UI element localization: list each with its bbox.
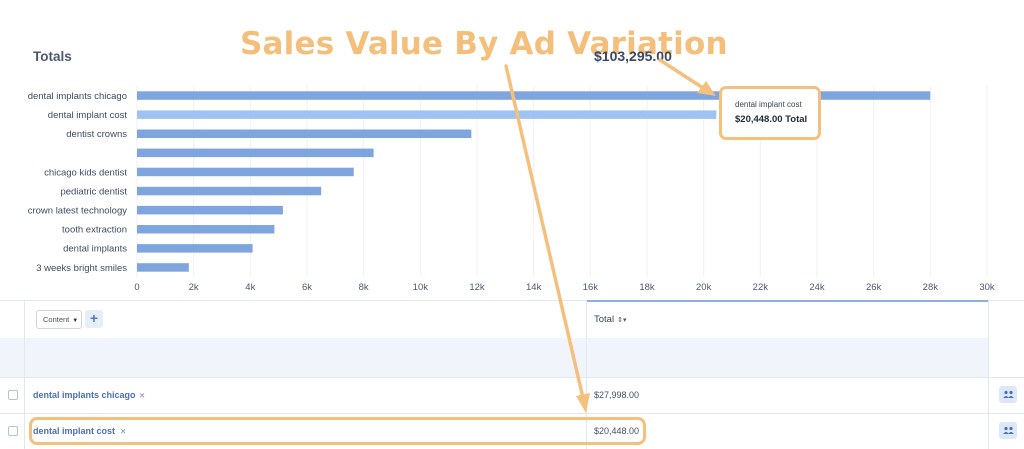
bar[interactable] xyxy=(137,167,354,177)
bar[interactable] xyxy=(137,263,189,272)
category-label: dental implant cost xyxy=(48,110,128,121)
users-icon xyxy=(1002,390,1014,398)
total-header-label: Total xyxy=(594,314,615,325)
total-column-accent xyxy=(586,300,988,302)
x-tick-label: 28k xyxy=(923,282,939,293)
bar[interactable] xyxy=(137,148,374,158)
x-tick-label: 20k xyxy=(696,282,712,293)
bar[interactable] xyxy=(137,110,717,119)
users-icon xyxy=(1002,426,1014,434)
bar[interactable] xyxy=(137,244,253,253)
x-tick-label: 18k xyxy=(639,282,655,293)
tooltip-value: $20,448.00 Total xyxy=(735,114,808,125)
category-label: pediatric dentist xyxy=(60,186,127,197)
x-tick-label: 24k xyxy=(809,282,825,293)
x-tick-label: 22k xyxy=(753,282,769,293)
category-label: tooth extraction xyxy=(62,225,127,236)
tooltip-label: dental implant cost xyxy=(735,100,802,109)
category-label: dental implants xyxy=(63,244,127,255)
totals-label: Totals xyxy=(33,49,72,64)
sort-icon[interactable]: ⇕▾ xyxy=(617,317,627,324)
dimension-select[interactable]: Content ▼ xyxy=(36,310,82,329)
x-tick-label: 26k xyxy=(866,282,882,293)
totals-value: $103,295.00 xyxy=(594,48,672,64)
bar[interactable] xyxy=(137,205,283,215)
bar[interactable] xyxy=(137,129,472,139)
caret-down-icon: ▼ xyxy=(72,318,79,324)
category-label: dental implants chicago xyxy=(28,91,127,102)
totals-row xyxy=(0,338,988,378)
x-tick-label: 10k xyxy=(413,282,429,293)
dimension-select-value: Content xyxy=(43,315,70,324)
row-label-dental-implant-cost[interactable]: dental implant cost xyxy=(33,426,116,436)
table-header-row: Content ▼ + Total ⇕▾ xyxy=(0,300,1024,337)
category-label: dentist crowns xyxy=(66,129,127,140)
x-tick-label: 12k xyxy=(469,282,485,293)
x-tick-label: 4k xyxy=(245,282,255,293)
row-checkbox[interactable] xyxy=(8,426,18,436)
row-users-button[interactable] xyxy=(999,386,1017,403)
row-label-dental-implants-chicago[interactable]: dental implants chicago xyxy=(33,390,136,400)
close-icon[interactable]: ✕ xyxy=(120,427,127,436)
category-label: 3 weeks bright smiles xyxy=(36,263,127,274)
highlight-box xyxy=(29,417,646,445)
x-tick-label: 14k xyxy=(526,282,542,293)
category-label: chicago kids dentist xyxy=(44,167,127,178)
bar[interactable] xyxy=(137,186,322,196)
x-tick-label: 16k xyxy=(583,282,599,293)
row-value: $27,998.00 xyxy=(594,390,640,400)
add-dimension-button[interactable]: + xyxy=(85,310,103,328)
total-column-header[interactable]: Total ⇕▾ xyxy=(594,314,626,325)
x-tick-label: 8k xyxy=(359,282,369,293)
x-tick-label: 2k xyxy=(189,282,199,293)
row-checkbox[interactable] xyxy=(8,390,18,400)
close-icon[interactable]: ✕ xyxy=(139,391,146,400)
chart-tooltip: dental implant cost $20,448.00 Total xyxy=(719,86,821,140)
x-tick-label: 30k xyxy=(979,282,995,293)
bar[interactable] xyxy=(137,225,275,234)
row-value: $20,448.00 xyxy=(594,426,640,436)
category-label: crown latest technology xyxy=(28,205,128,216)
annotation-title: Sales Value By Ad Variation xyxy=(240,26,728,62)
x-tick-label: 6k xyxy=(302,282,312,293)
x-tick-label: 0 xyxy=(134,282,139,293)
row-users-button[interactable] xyxy=(999,422,1017,439)
